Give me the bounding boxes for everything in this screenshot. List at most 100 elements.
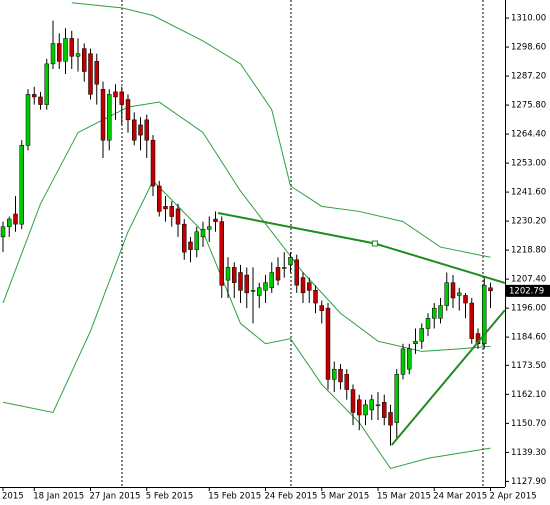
- candle-body: [213, 218, 218, 222]
- candle-body: [7, 218, 12, 227]
- candle-body: [113, 91, 118, 98]
- candle-body: [157, 185, 162, 212]
- candle-body: [207, 226, 212, 230]
- y-tick-label: 1150.70: [511, 419, 546, 429]
- candle-body: [407, 348, 412, 370]
- candle-body: [388, 412, 393, 426]
- candle-body: [319, 305, 324, 311]
- candle-body: [357, 399, 362, 416]
- y-tick-label: 1310.00: [511, 14, 546, 24]
- candle-body: [444, 282, 449, 306]
- candle-body: [282, 267, 287, 269]
- candle-body: [119, 91, 124, 105]
- candle-body: [225, 267, 231, 281]
- x-tick-label: 5 Mar 2015: [321, 492, 369, 502]
- candle-body: [25, 94, 31, 146]
- candle-body: [307, 282, 312, 291]
- candle-body: [463, 295, 468, 304]
- x-tick-label: 15 Feb 2015: [208, 492, 261, 502]
- trendline-anchor: [371, 240, 378, 247]
- candle-body: [19, 145, 24, 225]
- candle-body: [150, 139, 156, 187]
- y-tick-label: 1230.20: [511, 217, 546, 227]
- candle-body: [188, 241, 193, 250]
- candle-body: [169, 206, 174, 217]
- candle-body: [300, 277, 306, 294]
- y-tick-label: 1264.40: [511, 130, 546, 140]
- candle-body: [457, 292, 462, 296]
- candle-body: [175, 208, 181, 225]
- candle-body: [44, 63, 49, 105]
- candle-body: [332, 368, 337, 380]
- y-tick-label: 1275.80: [511, 101, 546, 111]
- candle-body: [163, 206, 168, 210]
- candle-body: [363, 404, 368, 416]
- candle-body: [232, 267, 237, 283]
- candle-body: [400, 348, 406, 375]
- candle-body: [238, 272, 243, 291]
- candle-body: [263, 282, 268, 291]
- y-tick-label: 1139.30: [511, 448, 546, 458]
- candle-body: [269, 272, 274, 289]
- trendline: [390, 309, 506, 446]
- x-tick-label: 5 Feb 2015: [146, 492, 194, 502]
- candle-body: [132, 119, 137, 141]
- candle-body: [288, 256, 293, 266]
- candle-body: [482, 284, 487, 344]
- y-tick-label: 1298.60: [511, 43, 546, 53]
- candle-body: [382, 402, 387, 418]
- candle-body: [107, 94, 112, 141]
- candle-body: [219, 221, 224, 286]
- candle-body: [313, 290, 318, 304]
- candle-body: [194, 231, 199, 250]
- candle-body: [294, 259, 299, 286]
- candle-body: [63, 38, 68, 62]
- candle-body: [344, 374, 349, 390]
- bollinger-band: [2, 101, 491, 352]
- candle-body: [257, 287, 262, 296]
- candle-body: [488, 287, 493, 292]
- candle-body: [425, 318, 431, 329]
- x-tick-label: 24 Feb 2015: [265, 492, 318, 502]
- candle-body: [338, 368, 343, 383]
- bollinger-band: [71, 2, 491, 258]
- y-tick-label: 1127.90: [511, 477, 546, 487]
- price-label: 1202.79: [509, 286, 544, 296]
- candle-body: [94, 61, 99, 85]
- axes: 1310.00 1298.60 1287.20 1275.80 1264.40 1253.…: [2, 14, 550, 502]
- candle-body: [75, 53, 81, 57]
- candle-body: [0, 226, 6, 238]
- candle-body: [275, 267, 281, 281]
- price-label-box: [506, 284, 550, 297]
- candle-body: [394, 374, 399, 423]
- y-tick-label: 1253.00: [511, 159, 546, 169]
- candle-body: [13, 213, 18, 225]
- candle-body: [138, 124, 143, 136]
- x-tick-label: 2 Apr 2015: [490, 492, 537, 502]
- candle-body: [182, 223, 187, 253]
- candle-body: [350, 389, 356, 413]
- candle-body: [450, 282, 456, 299]
- candle-body: [413, 340, 418, 344]
- candle-body: [100, 89, 106, 141]
- candle-body: [32, 94, 37, 98]
- candle-body: [419, 328, 424, 342]
- x-tick-label: 2015: [2, 492, 24, 502]
- y-tick-label: 1173.50: [511, 361, 546, 371]
- candle-body: [244, 274, 249, 294]
- candle-body: [438, 305, 443, 319]
- y-tick-label: 1241.60: [511, 188, 546, 198]
- bollinger-band: [2, 180, 491, 470]
- x-tick-label: 24 Mar 2015: [433, 492, 487, 502]
- y-tick-label: 1207.40: [511, 275, 546, 285]
- candle-body: [469, 302, 474, 339]
- y-tick-label: 1218.80: [511, 246, 546, 256]
- candle-body: [88, 53, 93, 95]
- candle-body: [369, 399, 374, 411]
- candle-body: [69, 38, 74, 57]
- candle-body: [38, 96, 43, 105]
- x-tick-label: 27 Jan 2015: [90, 492, 141, 502]
- candle-body: [57, 43, 62, 62]
